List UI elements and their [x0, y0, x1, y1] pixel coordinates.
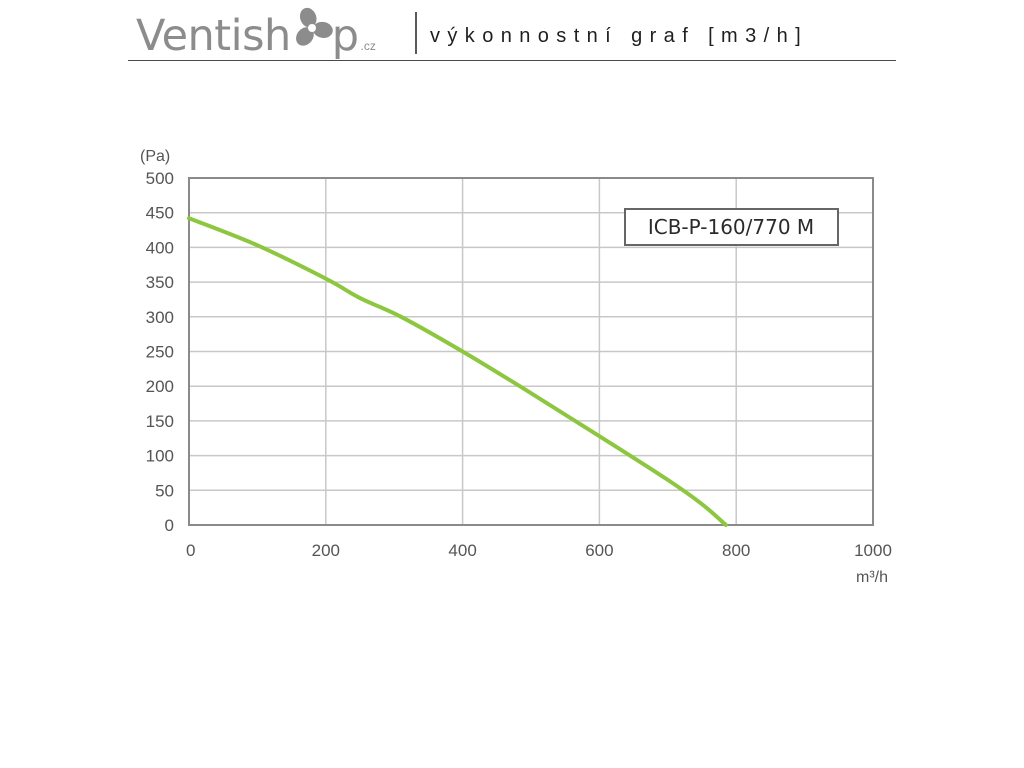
header-rule	[128, 60, 896, 61]
chart-frame	[188, 177, 874, 526]
y-axis-ticks: 0 50 100 150 200 250 300 350 400 450 500	[146, 169, 174, 535]
y-tick-label: 500	[146, 169, 174, 188]
legend: ICB-P-160/770 M	[624, 208, 839, 246]
logo-tld: .cz	[360, 39, 376, 53]
y-tick-label: 300	[146, 308, 174, 327]
y-axis-label: (Pa)	[140, 148, 170, 165]
x-tick-label: 400	[448, 541, 476, 560]
header: Ventish p .cz výkonnostní graf [m3/h]	[0, 0, 1024, 62]
legend-entry: ICB-P-160/770 M	[648, 215, 814, 239]
series-line	[187, 216, 728, 527]
y-tick-label: 150	[146, 412, 174, 431]
y-tick-label: 100	[146, 447, 174, 466]
y-tick-label: 50	[155, 481, 174, 500]
x-axis-ticks: 0 200 400 600 800 1000	[186, 541, 892, 560]
legend-box	[624, 208, 839, 246]
logo-text-end: p	[331, 11, 359, 61]
header-title: výkonnostní graf [m3/h]	[430, 25, 809, 47]
fan-icon	[295, 7, 333, 46]
x-tick-label: 0	[186, 541, 195, 560]
ventishop-logo[interactable]: Ventish p .cz	[136, 6, 376, 61]
y-tick-label: 450	[146, 204, 174, 223]
header-divider	[415, 12, 417, 54]
x-axis-label: m³/h	[856, 569, 888, 586]
logo-text-start: Ventish	[136, 11, 291, 61]
x-tick-label: 800	[722, 541, 750, 560]
y-tick-label: 250	[146, 343, 174, 362]
x-tick-label: 1000	[854, 541, 892, 560]
x-tick-label: 200	[312, 541, 340, 560]
x-tick-label: 600	[585, 541, 613, 560]
y-tick-label: 350	[146, 273, 174, 292]
y-tick-label: 200	[146, 377, 174, 396]
y-tick-label: 0	[165, 516, 174, 535]
y-tick-label: 400	[146, 238, 174, 257]
